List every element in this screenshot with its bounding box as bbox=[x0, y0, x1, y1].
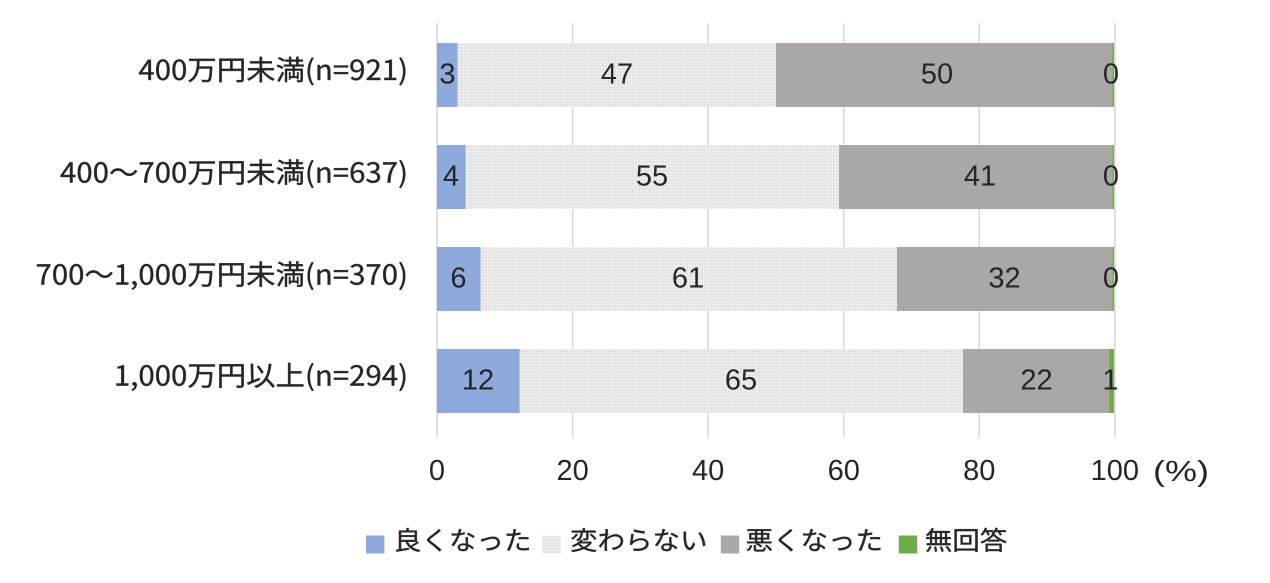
svg-text:20: 20 bbox=[556, 455, 588, 487]
svg-text:55: 55 bbox=[636, 161, 668, 193]
svg-text:32: 32 bbox=[988, 263, 1020, 295]
svg-text:100: 100 bbox=[1091, 455, 1139, 487]
svg-text:41: 41 bbox=[964, 161, 996, 193]
svg-text:65: 65 bbox=[725, 365, 757, 397]
svg-text:(%): (%) bbox=[1153, 456, 1209, 488]
svg-text:0: 0 bbox=[429, 455, 445, 487]
svg-text:50: 50 bbox=[921, 59, 953, 91]
svg-text:12: 12 bbox=[462, 365, 494, 397]
svg-text:1: 1 bbox=[1102, 365, 1118, 397]
svg-text:40: 40 bbox=[692, 455, 724, 487]
svg-text:0: 0 bbox=[1103, 59, 1119, 91]
svg-text:6: 6 bbox=[450, 263, 466, 295]
svg-text:60: 60 bbox=[828, 455, 860, 487]
svg-text:22: 22 bbox=[1020, 365, 1052, 397]
svg-text:47: 47 bbox=[601, 59, 633, 91]
svg-text:3: 3 bbox=[439, 59, 455, 91]
svg-text:4: 4 bbox=[443, 161, 459, 193]
svg-text:80: 80 bbox=[963, 455, 995, 487]
svg-text:61: 61 bbox=[672, 263, 704, 295]
svg-text:0: 0 bbox=[1103, 161, 1119, 193]
svg-text:0: 0 bbox=[1103, 263, 1119, 295]
